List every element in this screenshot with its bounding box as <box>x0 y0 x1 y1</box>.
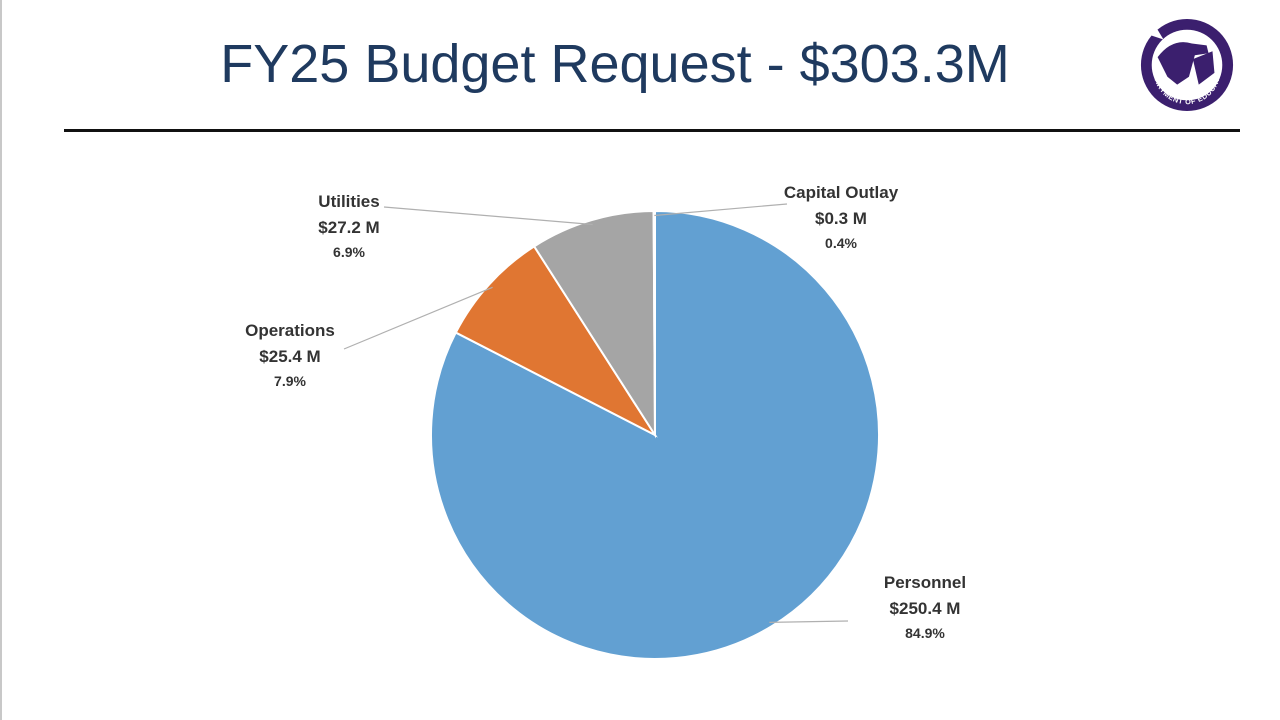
slice-label-value-capital-outlay: $0.3 M <box>815 209 867 228</box>
slice-label-percent-operations: 7.9% <box>274 373 306 389</box>
leader-line-operations <box>343 286 493 350</box>
leader-line-utilities <box>383 206 593 226</box>
slice-label-value-operations: $25.4 M <box>259 347 320 366</box>
slice-label-value-personnel: $250.4 M <box>890 599 961 618</box>
slice-label-name-operations: Operations <box>245 321 335 340</box>
pie-leader-lines <box>343 203 849 623</box>
slice-label-name-capital-outlay: Capital Outlay <box>784 183 899 202</box>
slide-left-edge <box>0 0 2 720</box>
slice-label-name-utilities: Utilities <box>318 192 379 211</box>
pie-slices <box>430 209 880 660</box>
department-of-education-seal-icon: DEPARTMENT OF EDUCATION <box>1138 16 1234 112</box>
leader-line-capital-outlay <box>654 203 788 217</box>
slice-label-percent-capital-outlay: 0.4% <box>825 235 857 251</box>
title-divider <box>64 129 1240 132</box>
slide-title: FY25 Budget Request - $303.3M <box>220 34 1010 94</box>
pie-slice-capital-outlay <box>652 209 656 436</box>
pie-slice-utilities <box>532 209 657 439</box>
slice-label-value-utilities: $27.2 M <box>318 218 379 237</box>
slice-label-name-personnel: Personnel <box>884 573 966 592</box>
slice-label-percent-utilities: 6.9% <box>333 244 365 260</box>
pie-slice-operations <box>454 244 658 438</box>
leader-line-personnel <box>769 620 849 623</box>
slice-label-percent-personnel: 84.9% <box>905 625 945 641</box>
pie-labels: Personnel $250.4 M 84.9% Operations $25.4 M 7… <box>245 183 966 641</box>
